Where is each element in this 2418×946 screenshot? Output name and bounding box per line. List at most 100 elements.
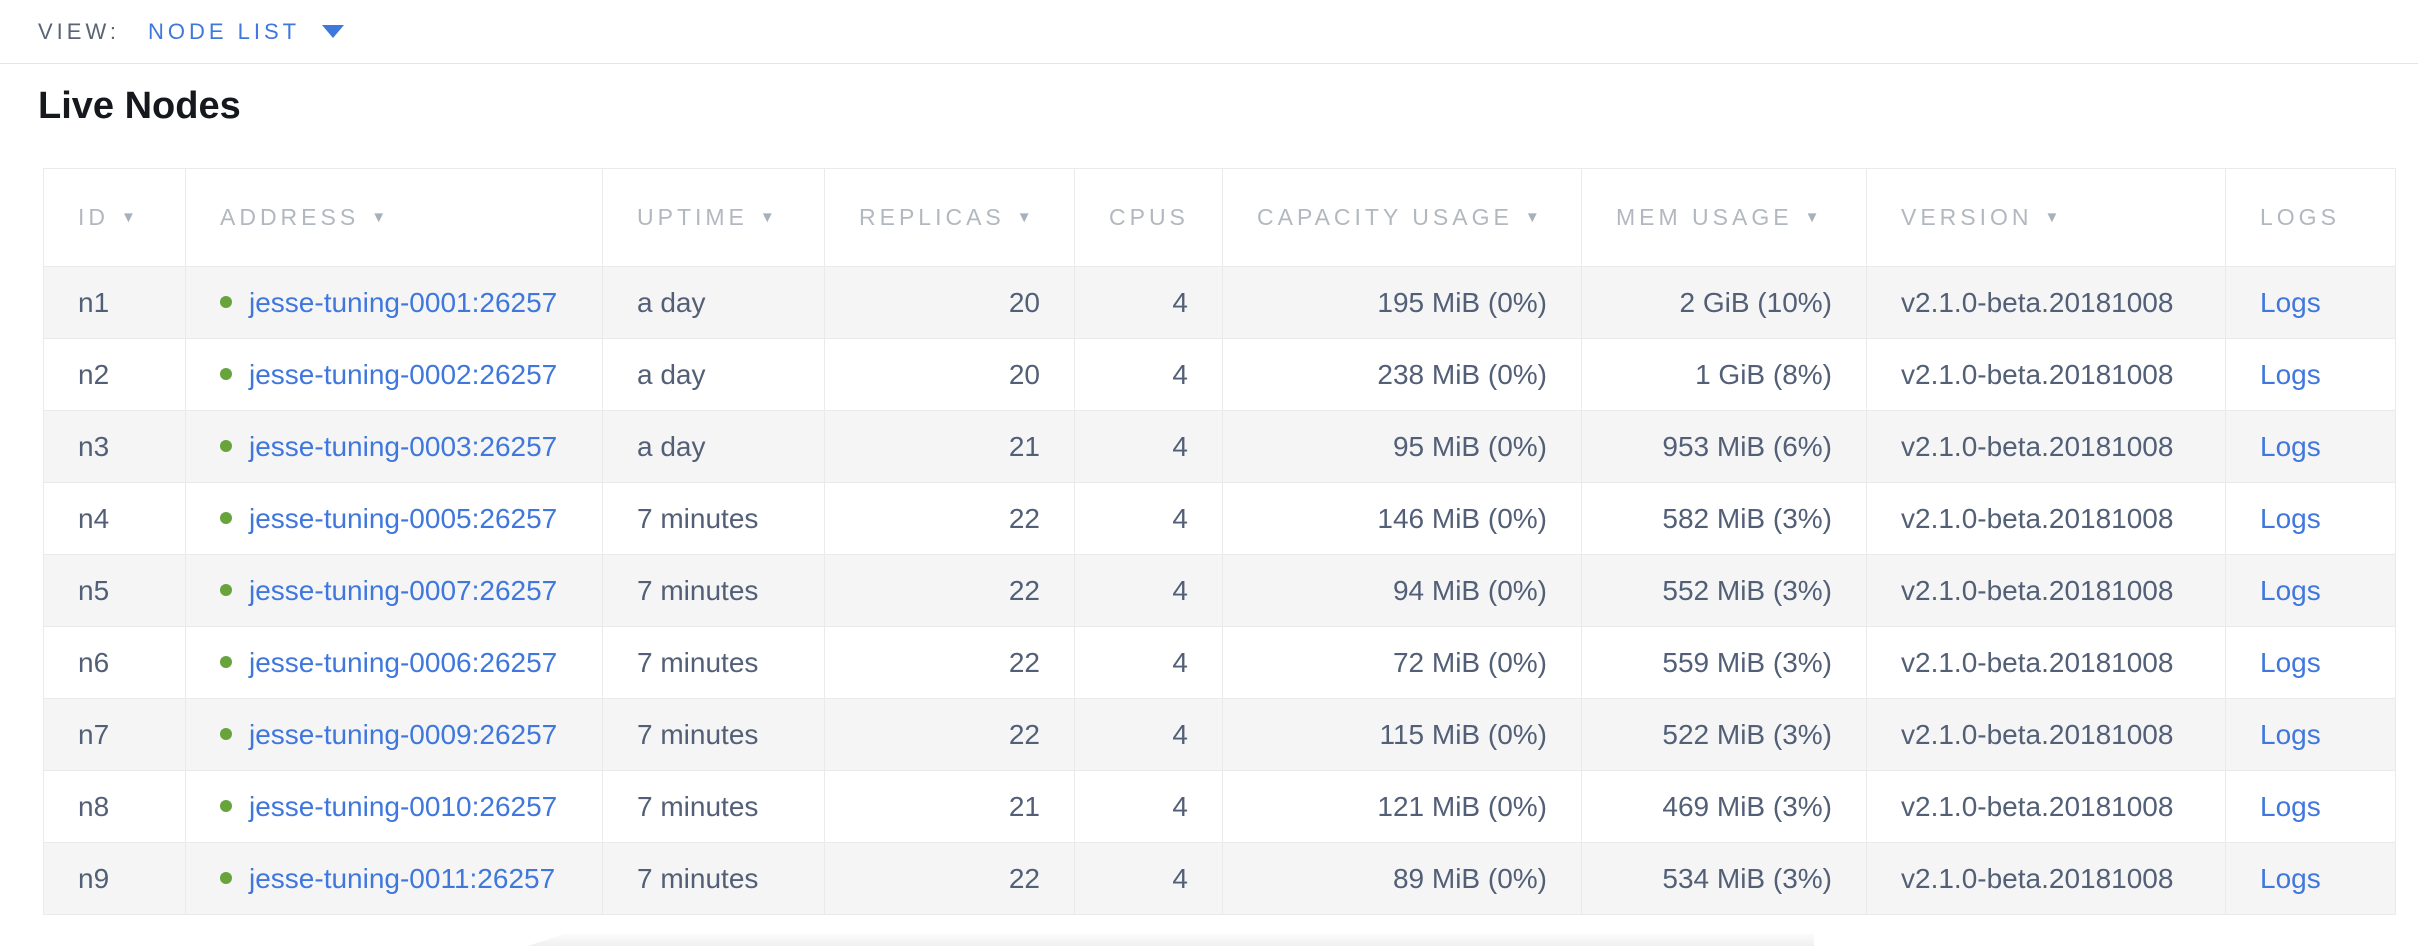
column-header-mem-usage[interactable]: MEM USAGE ▼ xyxy=(1581,168,1867,267)
column-header-address[interactable]: ADDRESS ▼ xyxy=(185,168,603,267)
capacity-usage-cell: 195 MiB (0%) xyxy=(1222,266,1582,339)
mem-usage-cell: 559 MiB (3%) xyxy=(1581,626,1867,699)
mem-usage-cell: 582 MiB (3%) xyxy=(1581,482,1867,555)
node-id-cell: n5 xyxy=(43,554,186,627)
table-row: n5 jesse-tuning-0007:26257 7 minutes 22 … xyxy=(43,554,2396,627)
mem-usage-cell: 469 MiB (3%) xyxy=(1581,770,1867,843)
node-address-cell: jesse-tuning-0001:26257 xyxy=(185,266,603,339)
table-row: n3 jesse-tuning-0003:26257 a day 21 4 95… xyxy=(43,410,2396,483)
column-header-cpus: CPUS▼ xyxy=(1074,168,1223,267)
logs-link[interactable]: Logs xyxy=(2260,862,2321,894)
mem-usage-cell: 534 MiB (3%) xyxy=(1581,842,1867,915)
node-id-cell: n8 xyxy=(43,770,186,843)
table-row: n8 jesse-tuning-0010:26257 7 minutes 21 … xyxy=(43,770,2396,843)
live-nodes-table: ID▼ ADDRESS▼ UPTIME▼ REPLICAS▼ CPUS▼ CAP… xyxy=(43,168,2396,915)
logs-link[interactable]: Logs xyxy=(2260,790,2321,822)
node-address-link[interactable]: jesse-tuning-0006:26257 xyxy=(249,646,558,678)
capacity-usage-cell: 89 MiB (0%) xyxy=(1222,842,1582,915)
logs-link[interactable]: Logs xyxy=(2260,286,2321,318)
logs-link[interactable]: Logs xyxy=(2260,502,2321,534)
column-header-id[interactable]: ID ▼ xyxy=(43,168,186,267)
cpus-cell: 4 xyxy=(1074,482,1223,555)
version-cell: v2.1.0-beta.20181008 xyxy=(1866,698,2226,771)
cpus-cell: 4 xyxy=(1074,698,1223,771)
logs-link[interactable]: Logs xyxy=(2260,574,2321,606)
view-selected-value: NODE LIST xyxy=(147,18,301,44)
cpus-cell: 4 xyxy=(1074,266,1223,339)
logs-cell: Logs xyxy=(2225,770,2396,843)
node-address-link[interactable]: jesse-tuning-0001:26257 xyxy=(249,286,558,318)
live-status-dot-icon xyxy=(220,800,232,813)
logs-link[interactable]: Logs xyxy=(2260,718,2321,750)
uptime-cell: 7 minutes xyxy=(602,554,825,627)
version-cell: v2.1.0-beta.20181008 xyxy=(1866,770,2226,843)
column-header-replicas[interactable]: REPLICAS ▼ xyxy=(824,168,1075,267)
replicas-cell: 22 xyxy=(824,626,1075,699)
version-cell: v2.1.0-beta.20181008 xyxy=(1866,482,2226,555)
column-header-version[interactable]: VERSION ▼ xyxy=(1866,168,2226,267)
node-address-cell: jesse-tuning-0002:26257 xyxy=(185,338,603,411)
logs-link[interactable]: Logs xyxy=(2260,430,2321,462)
node-address-link[interactable]: jesse-tuning-0011:26257 xyxy=(249,862,556,894)
logs-link[interactable]: Logs xyxy=(2260,358,2321,390)
table-row: n7 jesse-tuning-0009:26257 7 minutes 22 … xyxy=(43,698,2396,771)
replicas-cell: 22 xyxy=(824,554,1075,627)
capacity-usage-cell: 238 MiB (0%) xyxy=(1222,338,1582,411)
live-status-dot-icon xyxy=(220,872,232,885)
uptime-cell: 7 minutes xyxy=(602,770,825,843)
node-address-cell: jesse-tuning-0010:26257 xyxy=(185,770,603,843)
replicas-cell: 22 xyxy=(824,482,1075,555)
live-status-dot-icon xyxy=(220,440,232,453)
node-address-link[interactable]: jesse-tuning-0009:26257 xyxy=(249,718,558,750)
sort-arrow-icon: ▼ xyxy=(1016,209,1036,226)
table-header-row: ID▼ ADDRESS▼ UPTIME▼ REPLICAS▼ CPUS▼ CAP… xyxy=(43,168,2396,267)
uptime-cell: a day xyxy=(602,266,825,339)
cpus-cell: 4 xyxy=(1074,338,1223,411)
column-header-logs: LOGS▼ xyxy=(2225,168,2396,267)
bottom-scroll-shadow xyxy=(528,934,1814,946)
sort-arrow-icon: ▼ xyxy=(371,209,391,226)
logs-cell: Logs xyxy=(2225,626,2396,699)
logs-link[interactable]: Logs xyxy=(2260,646,2321,678)
logs-cell: Logs xyxy=(2225,338,2396,411)
view-selector-dropdown[interactable]: NODE LIST xyxy=(147,18,345,45)
version-cell: v2.1.0-beta.20181008 xyxy=(1866,554,2226,627)
table-row: n4 jesse-tuning-0005:26257 7 minutes 22 … xyxy=(43,482,2396,555)
logs-cell: Logs xyxy=(2225,698,2396,771)
column-header-uptime[interactable]: UPTIME ▼ xyxy=(602,168,825,267)
version-cell: v2.1.0-beta.20181008 xyxy=(1866,338,2226,411)
node-id-cell: n9 xyxy=(43,842,186,915)
cpus-cell: 4 xyxy=(1074,770,1223,843)
table-row: n1 jesse-tuning-0001:26257 a day 20 4 19… xyxy=(43,266,2396,339)
sort-arrow-icon: ▼ xyxy=(2044,209,2064,226)
logs-cell: Logs xyxy=(2225,266,2396,339)
node-address-link[interactable]: jesse-tuning-0007:26257 xyxy=(249,574,558,606)
node-address-cell: jesse-tuning-0005:26257 xyxy=(185,482,603,555)
cpus-cell: 4 xyxy=(1074,626,1223,699)
node-address-link[interactable]: jesse-tuning-0005:26257 xyxy=(249,502,558,534)
uptime-cell: 7 minutes xyxy=(602,698,825,771)
mem-usage-cell: 522 MiB (3%) xyxy=(1581,698,1867,771)
node-address-cell: jesse-tuning-0003:26257 xyxy=(185,410,603,483)
uptime-cell: a day xyxy=(602,410,825,483)
version-cell: v2.1.0-beta.20181008 xyxy=(1866,266,2226,339)
live-status-dot-icon xyxy=(220,368,232,381)
node-id-cell: n2 xyxy=(43,338,186,411)
capacity-usage-cell: 72 MiB (0%) xyxy=(1222,626,1582,699)
node-address-cell: jesse-tuning-0006:26257 xyxy=(185,626,603,699)
table-body: n1 jesse-tuning-0001:26257 a day 20 4 19… xyxy=(43,266,2396,915)
cpus-cell: 4 xyxy=(1074,410,1223,483)
live-status-dot-icon xyxy=(220,656,232,669)
node-address-link[interactable]: jesse-tuning-0010:26257 xyxy=(249,790,558,822)
live-status-dot-icon xyxy=(220,512,232,525)
version-cell: v2.1.0-beta.20181008 xyxy=(1866,842,2226,915)
node-address-link[interactable]: jesse-tuning-0002:26257 xyxy=(249,358,558,390)
table-row: n9 jesse-tuning-0011:26257 7 minutes 22 … xyxy=(43,842,2396,915)
replicas-cell: 20 xyxy=(824,338,1075,411)
node-address-link[interactable]: jesse-tuning-0003:26257 xyxy=(249,430,558,462)
live-status-dot-icon xyxy=(220,584,232,597)
node-id-cell: n1 xyxy=(43,266,186,339)
uptime-cell: 7 minutes xyxy=(602,842,825,915)
column-header-capacity-usage[interactable]: CAPACITY USAGE ▼ xyxy=(1222,168,1582,267)
mem-usage-cell: 1 GiB (8%) xyxy=(1581,338,1867,411)
